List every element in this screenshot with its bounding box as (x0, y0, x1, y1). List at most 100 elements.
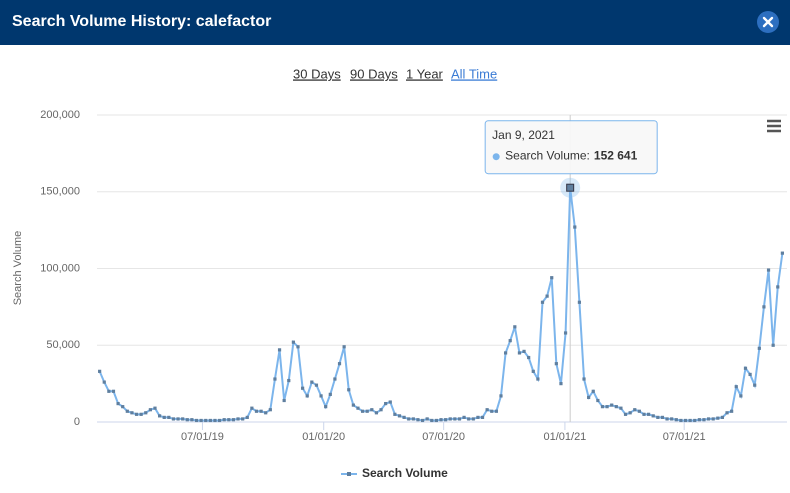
data-point (420, 418, 425, 423)
data-point (314, 383, 319, 387)
data-point (264, 411, 268, 415)
y-tick-label: 0 (74, 416, 80, 428)
data-point (670, 417, 674, 421)
data-point (194, 418, 199, 423)
data-point (342, 345, 346, 349)
y-tick-label: 100,000 (40, 262, 80, 274)
data-point (545, 294, 549, 298)
data-point (651, 414, 655, 418)
data-point (499, 394, 503, 398)
legend-marker (347, 472, 351, 476)
data-point (213, 418, 217, 423)
data-point (273, 377, 277, 381)
data-point (619, 406, 623, 410)
data-point (444, 418, 448, 422)
data-point (416, 418, 420, 422)
data-point (762, 305, 766, 309)
data-point (393, 412, 397, 416)
data-point (656, 415, 660, 419)
range-link[interactable]: All Time (451, 66, 497, 81)
data-point (379, 408, 383, 412)
data-point (139, 412, 143, 416)
data-point (347, 388, 351, 392)
y-axis-title: Search Volume (12, 231, 24, 306)
data-point (162, 415, 166, 419)
data-point (513, 325, 517, 329)
data-point (716, 416, 720, 420)
data-point (771, 343, 775, 347)
data-point (637, 409, 641, 413)
range-link[interactable]: 90 Days (350, 66, 398, 81)
data-point (98, 369, 102, 373)
data-point (176, 417, 180, 421)
data-point (448, 417, 452, 421)
close-button[interactable] (757, 11, 779, 33)
data-point (250, 406, 254, 410)
data-point (508, 339, 512, 343)
data-point (517, 351, 522, 355)
data-point (259, 409, 263, 413)
data-point (227, 418, 231, 422)
data-point (291, 340, 295, 344)
data-point (596, 398, 600, 403)
data-point (360, 409, 365, 413)
range-link[interactable]: 1 Year (406, 66, 444, 81)
data-point (688, 418, 692, 423)
data-point (527, 355, 531, 360)
data-point (554, 362, 558, 366)
data-point (679, 418, 683, 423)
data-point (536, 377, 540, 381)
data-point (780, 251, 784, 255)
data-point (425, 417, 429, 421)
data-point (351, 403, 355, 407)
tooltip-dot (492, 153, 500, 161)
data-point (776, 285, 780, 289)
data-point (434, 418, 438, 423)
y-tick-label: 150,000 (40, 186, 80, 198)
data-point (614, 405, 618, 409)
data-point (665, 417, 669, 421)
data-point (453, 417, 457, 421)
data-point (190, 418, 194, 422)
data-point (144, 411, 148, 415)
data-point (388, 400, 392, 404)
legend-label: Search Volume (362, 466, 448, 480)
data-point (559, 382, 563, 386)
data-point (757, 346, 761, 350)
data-point (402, 415, 406, 419)
tooltip-label: Search Volume: (505, 149, 590, 163)
data-point (282, 398, 286, 403)
data-point (158, 414, 162, 418)
data-point (522, 349, 526, 353)
data-point (706, 417, 711, 421)
data-point (628, 411, 632, 415)
data-point (725, 411, 729, 415)
data-point (102, 380, 106, 384)
data-point (430, 418, 434, 423)
data-point (550, 276, 554, 280)
data-point (411, 417, 415, 421)
menu-icon[interactable] (767, 119, 781, 133)
data-point (148, 408, 152, 412)
data-point (130, 411, 134, 415)
y-tick-label: 200,000 (40, 109, 80, 121)
data-point (683, 418, 688, 423)
data-point (642, 412, 646, 416)
x-tick-label: 07/01/19 (181, 431, 224, 443)
x-tick-label: 01/01/21 (543, 431, 586, 443)
data-point (407, 417, 411, 421)
range-link[interactable]: 30 Days (293, 66, 341, 81)
data-point (324, 405, 328, 409)
data-point (600, 405, 605, 409)
x-tick-label: 07/01/21 (663, 431, 706, 443)
data-point (231, 418, 236, 422)
data-point (753, 383, 757, 387)
data-point (181, 417, 185, 421)
tooltip-box (484, 120, 658, 175)
data-point (563, 331, 568, 335)
data-point (185, 418, 189, 422)
data-point (121, 405, 125, 409)
data-point (268, 408, 272, 412)
x-tick-label: 01/01/20 (302, 431, 345, 443)
